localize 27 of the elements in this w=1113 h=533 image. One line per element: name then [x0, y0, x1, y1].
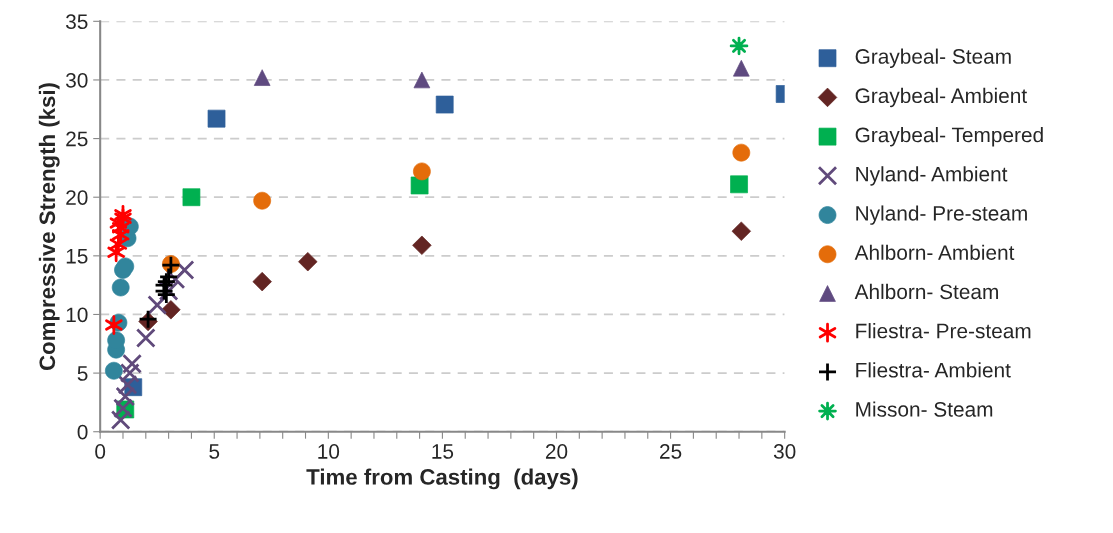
legend-label: Graybeal- Tempered [855, 126, 1043, 147]
x-tick-label: 25 [660, 444, 682, 459]
x-tick-label: 30 [773, 444, 796, 459]
legend-label: Misson- Steam [856, 401, 993, 417]
legend-label: Fliestra- Ambient [856, 362, 1011, 378]
x-tick-label: 0 [95, 444, 106, 459]
legend-label: Ahlborn- Steam [854, 283, 998, 300]
legend-label: Graybeal- Steam [855, 48, 1011, 68]
legend-label: Graybeal- Ambient [855, 87, 1027, 108]
y-tick-label: 15 [66, 249, 88, 264]
legend-label: Nyland- Pre-steam [856, 205, 1027, 225]
x-axis-title: Time from Casting (days) [306, 468, 578, 490]
x-tick-label: 10 [318, 444, 340, 459]
y-tick-label: 30 [65, 72, 88, 88]
x-tick-label: 15 [432, 444, 454, 459]
y-tick-label: 0 [77, 424, 88, 440]
y-axis-title: Compressive Strength (ksi) [38, 83, 60, 371]
legend-label: Fliestra- Pre-steam [856, 323, 1031, 339]
y-tick-label: 25 [66, 131, 88, 147]
y-tick-label: 10 [66, 307, 88, 323]
x-tick-label: 5 [209, 444, 220, 459]
legend-label: Ahlborn- Ambient [854, 244, 1015, 260]
x-tick-label: 20 [545, 444, 568, 459]
y-tick-label: 5 [77, 366, 88, 381]
legend-label: Nyland- Ambient [856, 166, 1008, 186]
y-tick-label: 20 [66, 190, 88, 205]
y-tick-label: 35 [65, 14, 88, 30]
